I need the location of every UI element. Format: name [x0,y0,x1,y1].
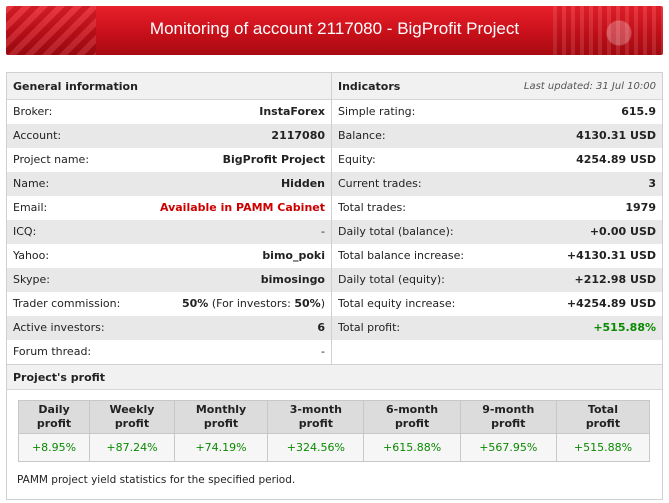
info-row-yahoo: Yahoo: bimo_poki [7,244,331,268]
indicator-row-total-profit: Total profit: +515.88% [332,316,662,340]
profit-col-daily: Daily profit [17,400,91,434]
general-information-heading: General information [7,73,331,100]
header-banner: Monitoring of account 2117080 - BigProfi… [6,6,663,55]
profit-col-monthly: Monthly profit [173,400,269,434]
indicator-row-balance: Balance: 4130.31 USD [332,124,662,148]
profit-table-header-row: Daily profit Weekly profit Monthly profit 3… [17,400,651,434]
profit-col-6-month: 6-month profit [363,400,461,434]
equity-value: 4254.89 USD [576,153,656,166]
balance-value: 4130.31 USD [576,129,656,142]
info-row-icq: ICQ: - [7,220,331,244]
3-month-profit-value: +324.56% [267,433,365,462]
current-trades-value: 3 [648,177,656,190]
monthly-profit-value: +74.19% [173,433,269,462]
name-value: Hidden [280,177,325,190]
profit-col-total: Total profit [555,400,651,434]
profit-col-9-month: 9-month profit [459,400,557,434]
project-name-value: BigProfit Project [222,153,325,166]
6-month-profit-value: +615.88% [363,433,461,462]
banner-magnifier-decoration [553,6,663,55]
general-information-column: General information Broker: InstaForex A… [7,73,332,364]
info-row-skype: Skype: bimosingo [7,268,331,292]
total-balance-increase-value: +4130.31 USD [566,249,656,262]
indicator-row-daily-total-equity: Daily total (equity): +212.98 USD [332,268,662,292]
daily-profit-value: +8.95% [17,433,91,462]
daily-total-balance-value: +0.00 USD [589,225,656,238]
indicator-row-total-equity-increase: Total equity increase: +4254.89 USD [332,292,662,316]
info-row-email: Email: Available in PAMM Cabinet [7,196,331,220]
trader-commission-value: 50% (For investors: 50%) [182,297,325,310]
total-equity-increase-value: +4254.89 USD [566,297,656,310]
profit-col-weekly: Weekly profit [89,400,175,434]
weekly-profit-value: +87.24% [89,433,175,462]
total-profit-value: +515.88% [593,321,656,334]
indicators-column: Indicators Last updated: 31 Jul 10:00 Si… [332,73,662,340]
info-row-forum-thread: Forum thread: - [7,340,331,364]
last-updated-label: Last updated: 31 Jul 10:00 [523,81,656,92]
active-investors-value: 6 [317,321,325,334]
forum-thread-value: - [321,345,325,358]
skype-value: bimosingo [260,273,325,286]
banner-money-decoration [6,6,96,55]
info-row-broker: Broker: InstaForex [7,100,331,124]
indicators-heading: Indicators Last updated: 31 Jul 10:00 [332,73,662,100]
yahoo-value: bimo_poki [262,249,325,262]
simple-rating-value: 615.9 [621,105,656,118]
total-profit-cell: +515.88% [555,433,651,462]
info-row-active-investors: Active investors: 6 [7,316,331,340]
indicator-row-total-balance-increase: Total balance increase: +4130.31 USD [332,244,662,268]
page-title: Monitoring of account 2117080 - BigProfi… [149,19,520,38]
info-row-name: Name: Hidden [7,172,331,196]
indicator-row-equity: Equity: 4254.89 USD [332,148,662,172]
info-row-trader-commission: Trader commission: 50% (For investors: 5… [7,292,331,316]
total-trades-value: 1979 [625,201,656,214]
account-value: 2117080 [271,129,325,142]
profit-table-values-row: +8.95% +87.24% +74.19% +324.56% +615.88%… [17,433,651,462]
indicator-row-daily-total-balance: Daily total (balance): +0.00 USD [332,220,662,244]
9-month-profit-value: +567.95% [459,433,557,462]
broker-value: InstaForex [259,105,325,118]
projects-profit-heading: Project's profit [7,364,662,390]
profit-table: Daily profit Weekly profit Monthly profit 3… [17,400,651,462]
icq-value: - [321,225,325,238]
monitoring-panel: General information Broker: InstaForex A… [6,72,663,500]
email-link[interactable]: Available in PAMM Cabinet [159,201,325,214]
indicator-row-simple-rating: Simple rating: 615.9 [332,100,662,124]
info-row-account: Account: 2117080 [7,124,331,148]
daily-total-equity-value: +212.98 USD [574,273,656,286]
profit-col-3-month: 3-month profit [267,400,365,434]
indicator-row-current-trades: Current trades: 3 [332,172,662,196]
profit-note: PAMM project yield statistics for the sp… [17,474,296,486]
indicator-row-total-trades: Total trades: 1979 [332,196,662,220]
info-row-project-name: Project name: BigProfit Project [7,148,331,172]
